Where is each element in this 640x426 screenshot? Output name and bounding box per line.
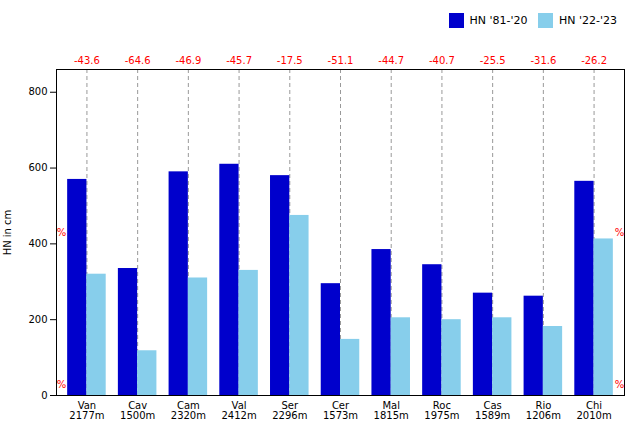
svg-text:-46.9: -46.9 <box>175 54 201 65</box>
svg-text:400: 400 <box>28 238 47 249</box>
svg-text:-40.7: -40.7 <box>429 54 455 65</box>
svg-text:Cas1589m: Cas1589m <box>475 399 510 420</box>
svg-text:Van2177m: Van2177m <box>69 399 104 420</box>
html-text:HN '81-'20: HN '81-'20 <box>469 14 528 27</box>
svg-text:-43.6: -43.6 <box>74 54 100 65</box>
svg-text:Cav1500m: Cav1500m <box>120 399 155 420</box>
svg-text:-44.7: -44.7 <box>378 54 404 65</box>
svg-text:-17.5: -17.5 <box>277 54 303 65</box>
svg-text:%: % <box>615 378 625 389</box>
svg-text:Chi2010m: Chi2010m <box>576 399 611 420</box>
svg-text:%: % <box>615 226 625 237</box>
svg-text:-31.6: -31.6 <box>530 54 556 65</box>
svg-text:Roc1975m: Roc1975m <box>424 399 459 420</box>
svg-text:Rio1206m: Rio1206m <box>526 399 561 420</box>
svg-text:-51.1: -51.1 <box>328 54 354 65</box>
svg-text:200: 200 <box>28 313 47 324</box>
svg-text:Cam2320m: Cam2320m <box>171 399 206 420</box>
svg-text:%: % <box>57 378 67 389</box>
svg-text:-26.2: -26.2 <box>581 54 607 65</box>
svg-text:HN in cm: HN in cm <box>2 209 13 255</box>
svg-text:800: 800 <box>28 86 47 97</box>
svg-text:-45.7: -45.7 <box>226 54 252 65</box>
svg-text:Val2412m: Val2412m <box>221 399 256 420</box>
svg-text:600: 600 <box>28 162 47 173</box>
html-text:HN '22-'23: HN '22-'23 <box>559 14 617 27</box>
svg-text:Cer1573m: Cer1573m <box>323 399 358 420</box>
svg-text:0: 0 <box>41 389 47 400</box>
svg-text:Ser2296m: Ser2296m <box>272 399 307 420</box>
svg-text:-64.6: -64.6 <box>125 54 151 65</box>
svg-text:-25.5: -25.5 <box>480 54 506 65</box>
svg-text:Mal1815m: Mal1815m <box>374 399 409 420</box>
svg-text:%: % <box>57 226 67 237</box>
